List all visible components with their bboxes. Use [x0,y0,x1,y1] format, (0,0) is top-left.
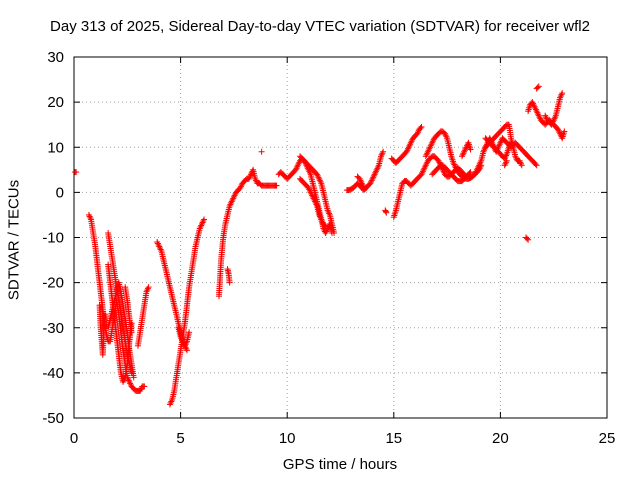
x-tick-label: 10 [279,430,296,447]
data-point [331,229,338,236]
y-tick-label: -30 [42,320,64,337]
data-point [557,93,564,100]
data-point [183,347,190,354]
y-tick-label: -10 [42,230,64,247]
data-point [360,184,367,191]
data-point [145,284,152,291]
data-point [273,182,280,189]
data-point [101,311,108,318]
data-point [321,222,328,229]
x-tick-label: 20 [492,430,509,447]
data-point [525,236,532,243]
data-point [535,83,542,90]
data-point [130,374,137,381]
data-point [559,90,566,97]
data-point [141,383,148,390]
data-point [322,223,329,230]
y-tick-label: 10 [47,139,64,156]
data-point [380,148,387,155]
points-layer [72,83,568,408]
x-axis-label: GPS time / hours [282,456,398,473]
x-tick-label: 5 [176,430,184,447]
data-point [534,84,541,91]
data-point [532,161,539,168]
data-point [186,329,193,336]
data-point [503,157,510,164]
data-point [128,329,135,336]
data-point [467,146,474,153]
y-tick-label: -40 [42,365,64,382]
data-point [168,398,175,405]
data-point [144,287,151,294]
data-point [382,208,389,215]
data-point [378,151,385,158]
x-tick-label: 0 [70,430,78,447]
data-point [417,125,424,132]
data-point [467,169,474,176]
y-tick-label: 20 [47,94,64,111]
chart-title: Day 313 of 2025, Sidereal Day-to-day VTE… [50,18,590,35]
y-tick-label: 30 [47,49,64,66]
data-point [128,369,135,376]
data-point [502,160,509,167]
data-point [524,235,531,242]
axis-layer: 0 5 10 15 20 25 30 20 10 0 -10 -20 -30 -40 -50 [42,49,615,447]
data-point [226,279,233,286]
data-point [87,214,94,221]
y-tick-label: -50 [42,410,64,427]
y-tick-label: 0 [56,184,64,201]
data-point [258,148,265,155]
y-tick-label: -20 [42,275,64,292]
data-point [518,162,525,169]
data-point [508,139,515,146]
data-point [561,128,568,135]
data-point [418,123,425,130]
data-point [73,169,80,176]
data-point [383,209,390,216]
x-tick-label: 25 [599,430,616,447]
x-tick-label: 15 [385,430,402,447]
data-point [466,170,473,177]
data-point [201,216,208,223]
data-point [533,162,540,169]
